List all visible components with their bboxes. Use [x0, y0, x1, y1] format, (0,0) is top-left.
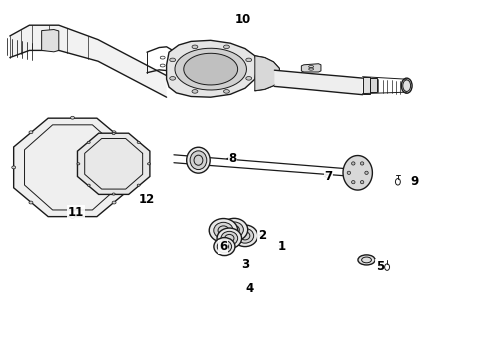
Ellipse shape	[361, 162, 364, 165]
Polygon shape	[363, 77, 370, 94]
Polygon shape	[175, 48, 246, 90]
Polygon shape	[42, 30, 59, 52]
Ellipse shape	[365, 171, 368, 175]
Ellipse shape	[112, 193, 115, 195]
Text: 10: 10	[234, 13, 251, 26]
Ellipse shape	[112, 132, 115, 135]
Ellipse shape	[232, 225, 258, 247]
Text: 2: 2	[258, 229, 266, 242]
Ellipse shape	[77, 163, 80, 165]
Ellipse shape	[347, 171, 350, 175]
Ellipse shape	[352, 162, 355, 165]
Ellipse shape	[87, 141, 90, 144]
Text: 8: 8	[229, 152, 237, 165]
Ellipse shape	[214, 222, 233, 238]
Ellipse shape	[112, 201, 116, 204]
Ellipse shape	[170, 58, 175, 62]
Ellipse shape	[192, 90, 198, 93]
Ellipse shape	[112, 131, 116, 134]
Text: 4: 4	[246, 282, 254, 294]
Polygon shape	[370, 78, 377, 92]
Text: 3: 3	[241, 258, 249, 271]
Ellipse shape	[147, 163, 150, 165]
Ellipse shape	[246, 77, 252, 80]
Ellipse shape	[71, 216, 74, 219]
Polygon shape	[14, 118, 131, 217]
Ellipse shape	[137, 141, 140, 144]
Ellipse shape	[221, 231, 238, 245]
Ellipse shape	[217, 228, 242, 248]
Ellipse shape	[12, 166, 16, 169]
Ellipse shape	[220, 218, 247, 241]
Polygon shape	[167, 40, 257, 97]
Ellipse shape	[209, 219, 238, 242]
Text: 5: 5	[376, 260, 384, 273]
Polygon shape	[343, 156, 372, 190]
Ellipse shape	[361, 180, 364, 184]
Ellipse shape	[217, 240, 232, 253]
Ellipse shape	[137, 184, 140, 186]
Polygon shape	[184, 53, 238, 85]
Ellipse shape	[29, 201, 33, 204]
Ellipse shape	[214, 238, 235, 256]
Polygon shape	[255, 56, 279, 91]
Ellipse shape	[358, 255, 375, 265]
Text: 12: 12	[139, 193, 155, 206]
Polygon shape	[301, 64, 321, 72]
Ellipse shape	[71, 116, 74, 119]
Text: 6: 6	[219, 240, 227, 253]
Ellipse shape	[29, 131, 33, 134]
Text: 9: 9	[410, 175, 418, 188]
Ellipse shape	[246, 58, 252, 62]
Ellipse shape	[352, 180, 355, 184]
Ellipse shape	[401, 78, 412, 93]
Polygon shape	[274, 70, 363, 95]
Ellipse shape	[192, 45, 198, 49]
Ellipse shape	[190, 151, 207, 170]
Ellipse shape	[223, 90, 229, 93]
Polygon shape	[77, 133, 150, 194]
Ellipse shape	[225, 222, 244, 237]
Ellipse shape	[223, 45, 229, 49]
Ellipse shape	[187, 147, 210, 173]
Polygon shape	[10, 25, 167, 97]
Ellipse shape	[236, 229, 254, 243]
Text: 11: 11	[68, 206, 84, 219]
Ellipse shape	[129, 166, 133, 169]
Ellipse shape	[170, 77, 175, 80]
Text: 1: 1	[278, 240, 286, 253]
Text: 7: 7	[324, 170, 332, 183]
Ellipse shape	[87, 184, 90, 186]
